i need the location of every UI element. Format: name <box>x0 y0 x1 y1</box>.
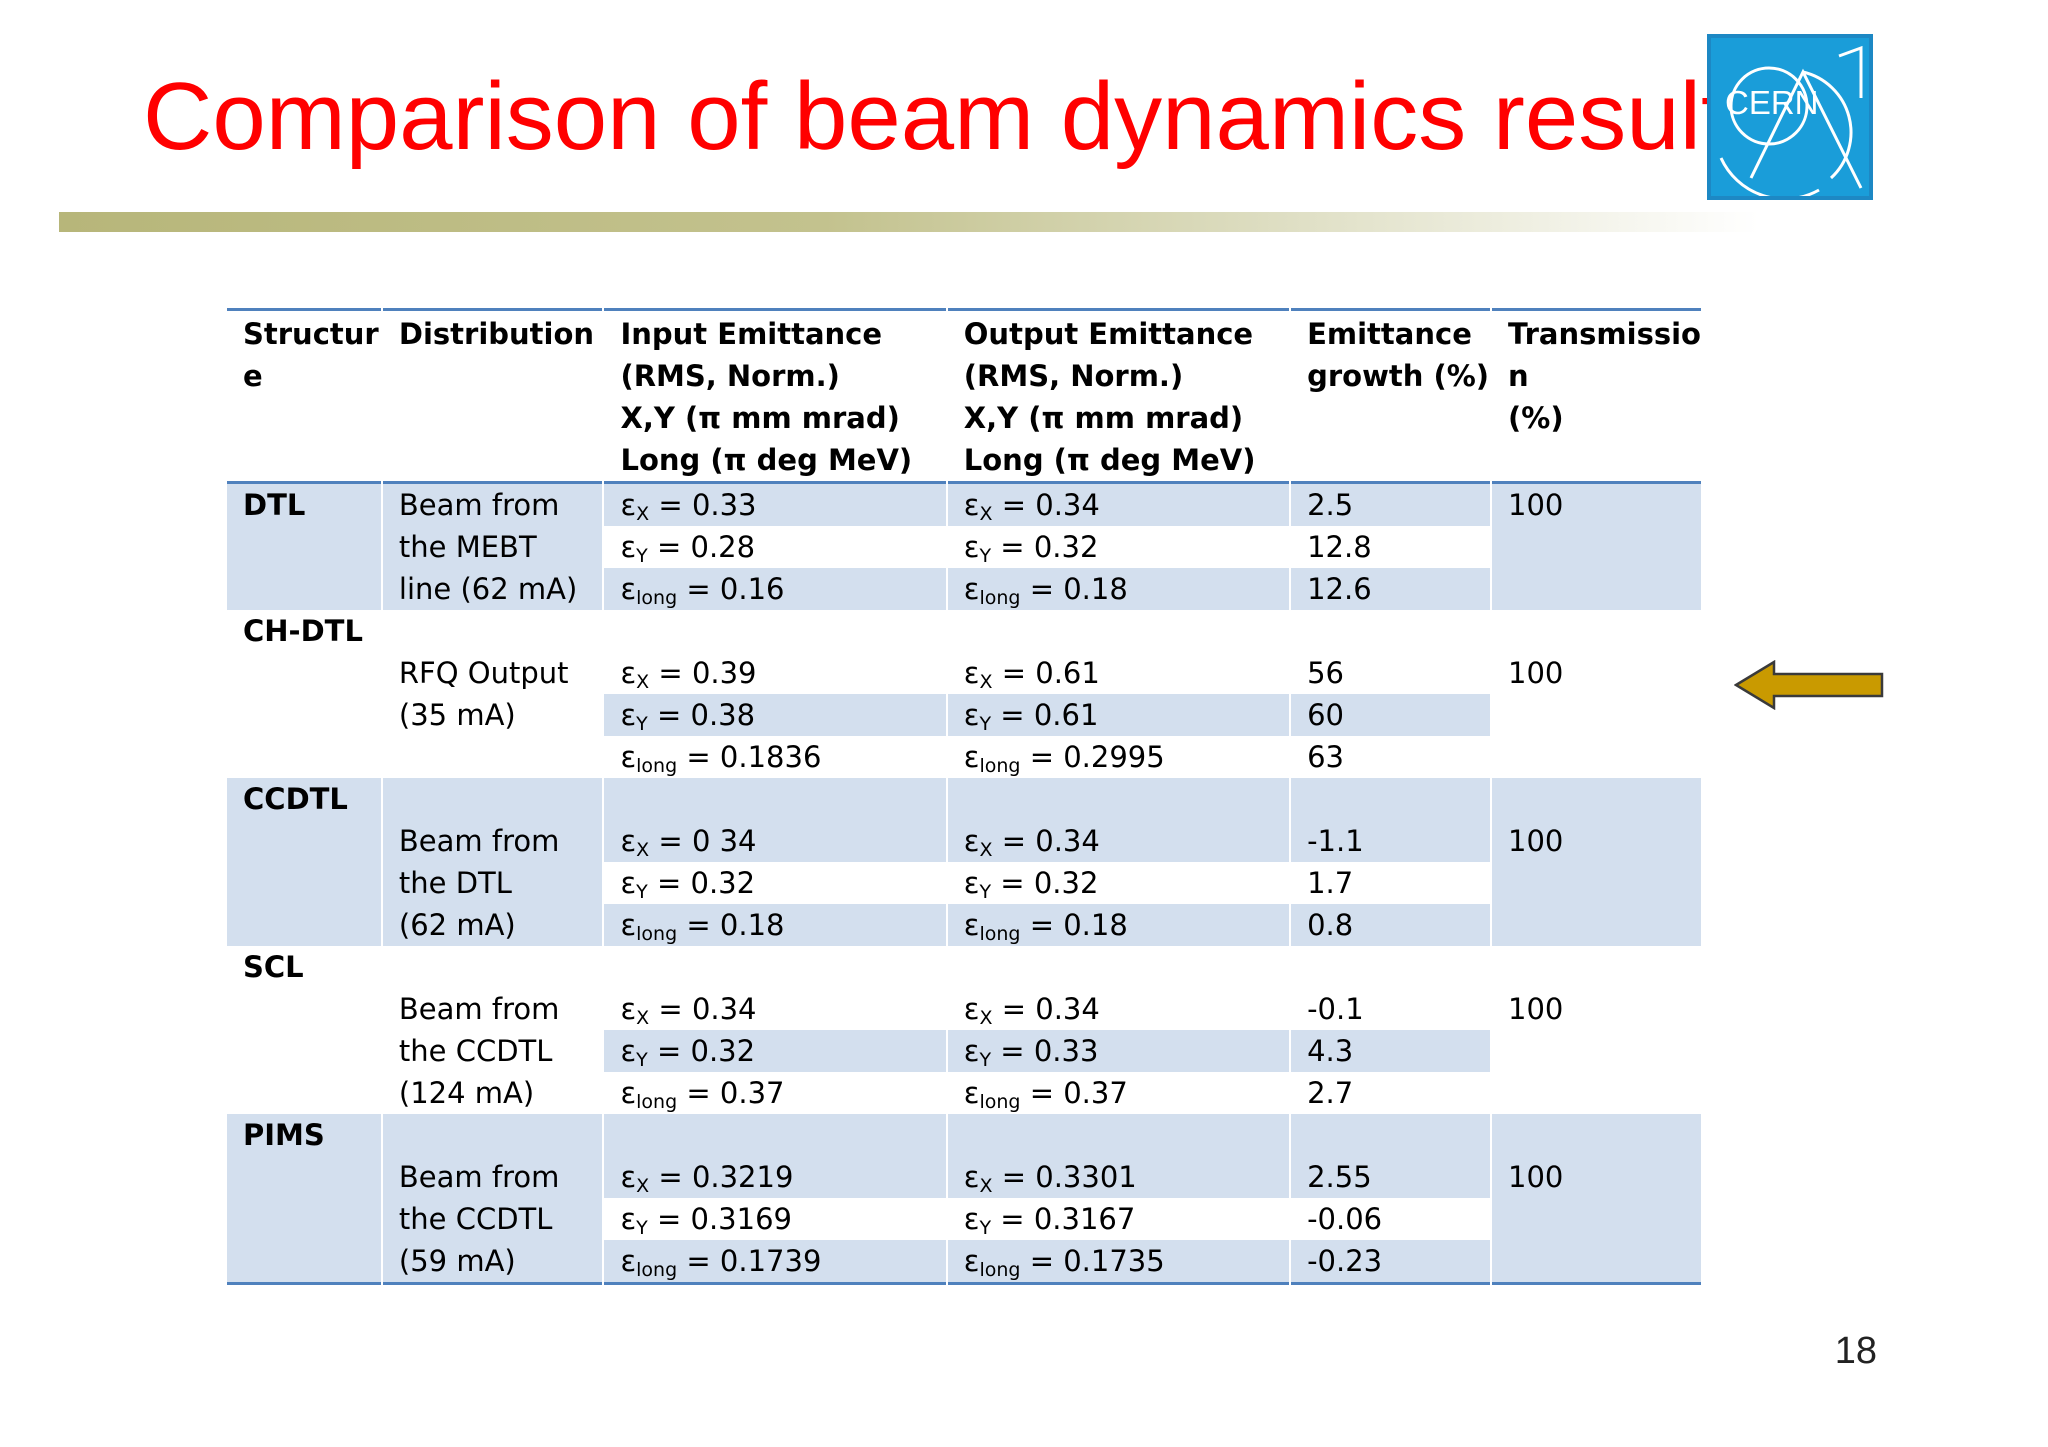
input-emittance-x: εX = 0.34 <box>604 988 946 1030</box>
growth-y: 4.3 <box>1291 1030 1491 1072</box>
input-emittance-x: εX = 0 34 <box>604 820 946 862</box>
table-row: SCL <box>227 946 1701 1114</box>
growth-long: 12.6 <box>1291 568 1491 610</box>
growth-y: -0.06 <box>1291 1198 1491 1240</box>
input-emittance-x: εX = 0.33 <box>604 484 946 526</box>
output-emittance-y: εY = 0.61 <box>947 694 1290 736</box>
header-output-emittance: Output Emittance (RMS, Norm.) X,Y (π mm … <box>947 308 1290 484</box>
header-distribution: Distribution <box>382 308 603 484</box>
output-emittance-x: εX = 0.34 <box>947 484 1290 526</box>
growth-long: 63 <box>1291 736 1491 778</box>
growth-x: -0.1 <box>1291 988 1491 1030</box>
input-emittance-long: εlong = 0.18 <box>604 904 946 946</box>
output-emittance-y: εY = 0.33 <box>947 1030 1290 1072</box>
structure-cell: CH-DTL <box>227 610 381 778</box>
cern-logo-graphic <box>1719 45 1863 196</box>
table-row: RFQ Output (35 mA) εX = 0.39 εX = 0.61 5… <box>227 652 1701 778</box>
distribution-cell: Beam from the CCDTL (59 mA) <box>382 1156 603 1285</box>
output-emittance-x: εX = 0.34 <box>947 988 1290 1030</box>
growth-long: 2.7 <box>1291 1072 1491 1114</box>
input-emittance-long: εlong = 0.37 <box>604 1072 946 1114</box>
distribution-cell: Beam from the MEBT line (62 mA) <box>382 484 603 610</box>
table-row: εlong = 0.37 εlong = 0.37 2.7 <box>227 1072 1701 1114</box>
header-input-emittance: Input Emittance (RMS, Norm.) X,Y (π mm m… <box>604 308 946 484</box>
distribution-cell: RFQ Output (35 mA) <box>382 652 603 778</box>
input-emittance-y: εY = 0.3169 <box>604 1198 946 1240</box>
transmission-cell: 100 <box>1492 484 1701 610</box>
input-emittance-y: εY = 0.32 <box>604 1030 946 1072</box>
input-emittance-y: εY = 0.28 <box>604 526 946 568</box>
distribution-cell: Beam from the CCDTL (124 mA) <box>382 988 603 1114</box>
structure-cell: SCL <box>227 946 381 1114</box>
transmission-cell: 100 <box>1492 820 1701 946</box>
distribution-cell: Beam from the DTL (62 mA) <box>382 820 603 946</box>
table-row: CH-DTL <box>227 610 1701 778</box>
input-emittance-x: εX = 0.3219 <box>604 1156 946 1198</box>
table-row: CCDTL <box>227 778 1701 946</box>
table-row: DTL Beam from the MEBT line (62 mA) εX =… <box>227 484 1701 610</box>
output-emittance-x: εX = 0.34 <box>947 820 1290 862</box>
structure-cell: PIMS <box>227 1114 381 1285</box>
transmission-cell: 100 <box>1492 1156 1701 1285</box>
table-row: εlong = 0.1739 εlong = 0.1735 -0.23 <box>227 1240 1701 1285</box>
growth-x: -1.1 <box>1291 820 1491 862</box>
table-row: Beam from the CCDTL (124 mA) εX = 0.34 ε… <box>227 988 1701 1114</box>
output-emittance-long: εlong = 0.2995 <box>947 736 1290 778</box>
transmission-cell: 100 <box>1492 988 1701 1114</box>
output-emittance-y: εY = 0.3167 <box>947 1198 1290 1240</box>
output-emittance-long: εlong = 0.18 <box>947 568 1290 610</box>
table-row: εlong = 0.18 εlong = 0.18 0.8 <box>227 904 1701 946</box>
growth-long: 0.8 <box>1291 904 1491 946</box>
title-underline-bar <box>59 212 1759 232</box>
output-emittance-long: εlong = 0.18 <box>947 904 1290 946</box>
table-row: Beam from the DTL (62 mA) εX = 0 34 εX =… <box>227 820 1701 946</box>
page-number: 18 <box>1834 1330 1877 1372</box>
table-row: εY = 0.28 εY = 0.32 12.8 <box>227 526 1701 568</box>
output-emittance-x: εX = 0.61 <box>947 652 1290 694</box>
table-row: εY = 0.38 εY = 0.61 60 <box>227 694 1701 736</box>
growth-x: 56 <box>1291 652 1491 694</box>
slide-title: Comparison of beam dynamics results <box>143 63 1776 170</box>
input-emittance-y: εY = 0.38 <box>604 694 946 736</box>
input-emittance-long: εlong = 0.1836 <box>604 736 946 778</box>
input-emittance-long: εlong = 0.1739 <box>604 1240 946 1285</box>
header-transmission: Transmissio n (%) <box>1492 308 1701 484</box>
table-row: PIMS <box>227 1114 1701 1285</box>
table-header-row: Structur e Distribution Input Emittance … <box>227 308 1701 484</box>
table-row: εlong = 0.1836 εlong = 0.2995 63 <box>227 736 1701 778</box>
transmission-cell: 100 <box>1492 652 1701 778</box>
output-emittance-long: εlong = 0.37 <box>947 1072 1290 1114</box>
growth-x: 2.55 <box>1291 1156 1491 1198</box>
growth-y: 12.8 <box>1291 526 1491 568</box>
input-emittance-long: εlong = 0.16 <box>604 568 946 610</box>
header-structure: Structur e <box>227 308 381 484</box>
structure-cell: DTL <box>227 484 381 610</box>
input-emittance-x: εX = 0.39 <box>604 652 946 694</box>
output-emittance-y: εY = 0.32 <box>947 862 1290 904</box>
cern-logo-text: CERN <box>1725 84 1819 121</box>
growth-long: -0.23 <box>1291 1240 1491 1285</box>
output-emittance-y: εY = 0.32 <box>947 526 1290 568</box>
output-emittance-x: εX = 0.3301 <box>947 1156 1290 1198</box>
table-row: εY = 0.32 εY = 0.33 4.3 <box>227 1030 1701 1072</box>
header-emittance-growth: Emittance growth (%) <box>1291 308 1491 484</box>
output-emittance-long: εlong = 0.1735 <box>947 1240 1290 1285</box>
growth-y: 60 <box>1291 694 1491 736</box>
growth-y: 1.7 <box>1291 862 1491 904</box>
cern-logo: CERN <box>1707 34 1873 200</box>
structure-cell: CCDTL <box>227 778 381 946</box>
table-row: εY = 0.3169 εY = 0.3167 -0.06 <box>227 1198 1701 1240</box>
left-arrow-icon <box>1734 660 1884 710</box>
input-emittance-y: εY = 0.32 <box>604 862 946 904</box>
beam-dynamics-table: Structur e Distribution Input Emittance … <box>225 308 1703 1285</box>
growth-x: 2.5 <box>1291 484 1491 526</box>
table-row: εY = 0.32 εY = 0.32 1.7 <box>227 862 1701 904</box>
table-row: Beam from the CCDTL (59 mA) εX = 0.3219 … <box>227 1156 1701 1285</box>
table-row: εlong = 0.16 εlong = 0.18 12.6 <box>227 568 1701 610</box>
